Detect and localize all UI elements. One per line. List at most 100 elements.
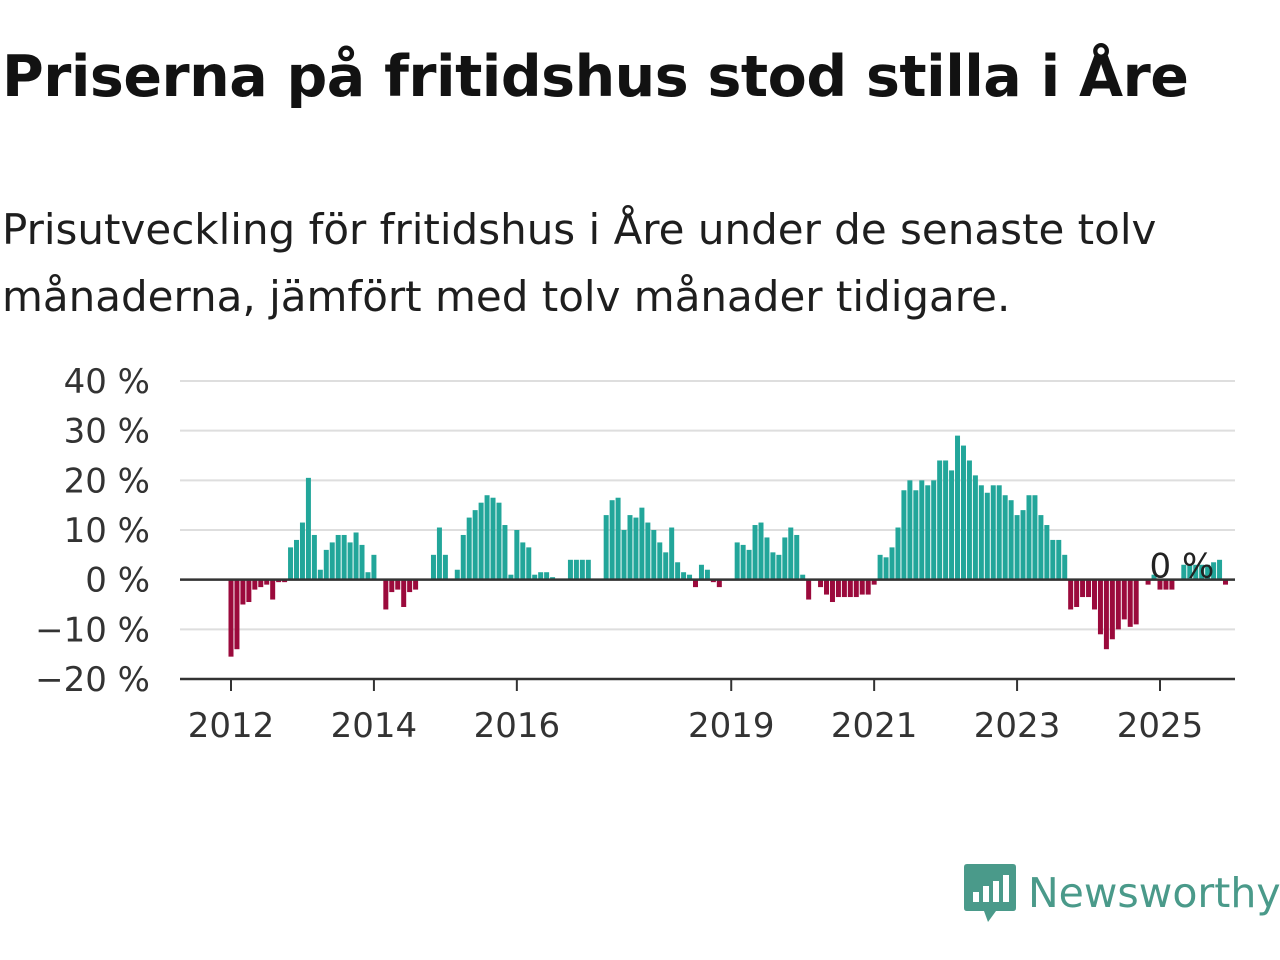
bar bbox=[675, 562, 681, 580]
bar bbox=[716, 579, 722, 588]
y-tick-label: 40 % bbox=[64, 362, 150, 402]
bar bbox=[1109, 579, 1115, 640]
bar bbox=[883, 557, 889, 580]
bar bbox=[746, 549, 752, 580]
bar bbox=[389, 579, 395, 593]
bar bbox=[1103, 579, 1109, 650]
bar bbox=[829, 579, 835, 603]
bar bbox=[1026, 495, 1032, 580]
bar bbox=[782, 537, 788, 580]
bar bbox=[734, 542, 740, 580]
bar bbox=[359, 544, 365, 580]
bar bbox=[329, 542, 335, 580]
bar bbox=[407, 579, 413, 593]
bar bbox=[1205, 564, 1211, 580]
bar bbox=[621, 530, 627, 580]
bar bbox=[371, 554, 377, 580]
bar bbox=[788, 527, 794, 580]
bar bbox=[466, 517, 472, 580]
bar bbox=[877, 554, 883, 580]
bar bbox=[794, 534, 800, 580]
bar bbox=[835, 579, 841, 598]
bar bbox=[1193, 564, 1199, 580]
bar bbox=[1074, 579, 1080, 607]
x-tick-label: 2019 bbox=[688, 706, 775, 746]
bar bbox=[693, 579, 698, 588]
axes bbox=[180, 578, 1235, 681]
bar bbox=[1151, 574, 1157, 580]
bar bbox=[1008, 500, 1014, 580]
newsworthy-chart-icon bbox=[964, 864, 1016, 922]
chart-title: Priserna på fritidshus stod stilla i Åre bbox=[2, 44, 1189, 110]
bar bbox=[1145, 579, 1151, 585]
bar bbox=[573, 559, 579, 580]
bar bbox=[1056, 539, 1062, 580]
bar bbox=[764, 537, 770, 580]
bar bbox=[895, 527, 901, 580]
bar bbox=[978, 485, 984, 580]
bar bbox=[972, 475, 978, 580]
bar bbox=[1050, 539, 1056, 580]
bar bbox=[1014, 515, 1020, 580]
bar bbox=[1032, 495, 1038, 580]
bar bbox=[937, 460, 943, 580]
bar bbox=[240, 579, 246, 605]
bar bbox=[484, 495, 490, 580]
y-tick-label: 10 % bbox=[64, 511, 150, 551]
bar bbox=[1080, 579, 1086, 598]
bar bbox=[305, 477, 311, 580]
last-value-label: 0 % bbox=[1150, 547, 1215, 587]
bar bbox=[1044, 525, 1050, 580]
y-tick-label: −20 % bbox=[35, 660, 150, 700]
bar bbox=[645, 522, 651, 580]
y-tick-label: 30 % bbox=[64, 412, 150, 452]
bar bbox=[960, 445, 966, 580]
bar bbox=[925, 485, 931, 580]
brand-name: Newsworthy bbox=[1028, 869, 1280, 917]
bar bbox=[865, 579, 871, 595]
bar bbox=[526, 547, 532, 580]
x-tick-label: 2014 bbox=[331, 706, 418, 746]
bar bbox=[1199, 564, 1205, 580]
bar bbox=[1115, 579, 1121, 630]
bar bbox=[758, 522, 764, 580]
bar-chart: −20 %−10 %0 %10 %20 %30 %40 % 2012 2014 20… bbox=[35, 362, 1235, 746]
chart-subtitle: Prisutveckling för fritidshus i Åre unde… bbox=[2, 205, 1157, 321]
bar bbox=[383, 579, 389, 610]
bar bbox=[567, 559, 573, 580]
bar bbox=[871, 579, 877, 585]
x-tick-label: 2025 bbox=[1117, 706, 1204, 746]
bar bbox=[413, 579, 419, 590]
bar bbox=[990, 485, 996, 580]
bar bbox=[436, 527, 442, 580]
bar bbox=[228, 579, 234, 657]
bar bbox=[984, 492, 990, 580]
bar bbox=[317, 569, 323, 580]
bar bbox=[353, 532, 359, 580]
bar bbox=[841, 579, 847, 598]
bar bbox=[1068, 579, 1074, 610]
bar bbox=[681, 572, 687, 580]
bar bbox=[502, 525, 508, 580]
bar bbox=[1163, 579, 1169, 590]
bar bbox=[776, 554, 782, 580]
bar bbox=[395, 579, 401, 590]
bar bbox=[1169, 579, 1175, 590]
bar bbox=[615, 497, 621, 580]
bar bbox=[669, 527, 675, 580]
bar bbox=[538, 572, 544, 580]
bar bbox=[847, 579, 853, 598]
bar bbox=[907, 480, 913, 580]
bar bbox=[704, 569, 710, 580]
bar bbox=[603, 515, 609, 580]
bar bbox=[234, 579, 240, 650]
x-axis-ticks: 2012 2014 2016 2019 2021 2023 2025 bbox=[188, 679, 1204, 746]
bar bbox=[931, 480, 937, 580]
bar bbox=[657, 542, 663, 580]
bar bbox=[1133, 579, 1139, 625]
bar bbox=[401, 579, 407, 607]
bar bbox=[299, 522, 305, 580]
bar bbox=[520, 542, 526, 580]
bar bbox=[258, 579, 264, 588]
newsworthy-logo: Newsworthy bbox=[964, 864, 1280, 922]
